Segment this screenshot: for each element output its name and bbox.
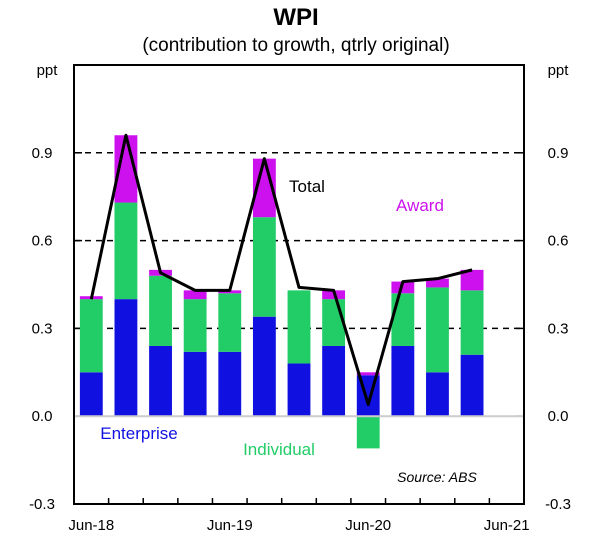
- enterprise-label: Enterprise: [100, 424, 177, 443]
- total-label: Total: [289, 177, 325, 196]
- bar-award: [391, 281, 415, 294]
- y-axis-unit-left: ppt: [37, 62, 59, 79]
- award-label: Award: [396, 196, 444, 215]
- bar-individual: [218, 293, 242, 352]
- bar-individual: [183, 299, 207, 352]
- bar-individual: [322, 299, 346, 346]
- x-tick-label: Jun-19: [207, 517, 253, 534]
- y-tick-label-right: 0.9: [548, 145, 569, 162]
- bar-award: [252, 158, 276, 218]
- bar-enterprise: [149, 345, 172, 417]
- chart-title: WPI: [273, 4, 318, 31]
- bar-award: [183, 290, 207, 300]
- bar-enterprise: [322, 345, 346, 417]
- y-tick-label-left: -0.3: [29, 496, 55, 513]
- bar-enterprise: [218, 351, 242, 417]
- bar-individual: [460, 290, 484, 355]
- bar-enterprise: [183, 351, 207, 417]
- bar-award: [356, 372, 380, 376]
- total-line-group: [89, 133, 473, 406]
- x-tick-label: Jun-18: [68, 517, 114, 534]
- bar-individual: [114, 202, 138, 300]
- bar-enterprise: [79, 372, 103, 417]
- individual-label: Individual: [243, 440, 315, 459]
- bar-enterprise: [426, 372, 449, 417]
- bar-enterprise: [287, 363, 311, 417]
- y-tick-label-left: 0.0: [32, 408, 53, 425]
- bar-individual: [287, 290, 311, 364]
- total-line: [89, 133, 473, 406]
- bar-individual: [252, 217, 276, 317]
- y-tick-label-left: 0.9: [32, 145, 53, 162]
- y-axis-unit-right: ppt: [548, 62, 570, 79]
- bar-enterprise: [460, 354, 484, 417]
- bar-individual: [79, 299, 103, 373]
- y-tick-label-right: 0.3: [548, 320, 569, 337]
- bar-individual: [426, 287, 449, 373]
- bar-enterprise: [252, 316, 276, 417]
- y-tick-label-left: 0.6: [32, 233, 53, 250]
- x-tick-label: Jun-20: [345, 517, 391, 534]
- bar-enterprise: [391, 345, 415, 417]
- bar-individual: [391, 293, 415, 346]
- bar-enterprise: [114, 299, 138, 417]
- y-tick-label-right: -0.3: [545, 496, 571, 513]
- x-tick-label: Jun-21: [484, 517, 530, 534]
- y-tick-label-right: 0.0: [548, 408, 569, 425]
- bar-award: [460, 269, 484, 291]
- y-tick-labels: -0.3 -0.3 0.0 0.0 0.3 0.3 0.6 0.6 0.9 0.9: [29, 145, 571, 513]
- plot-frame: [73, 64, 525, 505]
- y-tick-label-left: 0.3: [32, 320, 53, 337]
- bar-individual: [356, 416, 380, 449]
- x-tick-labels: Jun-18 Jun-19 Jun-20 Jun-21: [68, 498, 530, 534]
- chart-subtitle: (contribution to growth, qtrly original): [142, 35, 449, 56]
- y-tick-label-right: 0.6: [548, 233, 569, 250]
- bar-award: [426, 278, 449, 288]
- bars: [79, 135, 484, 449]
- source-note: Source: ABS: [397, 469, 477, 485]
- bar-individual: [149, 275, 172, 346]
